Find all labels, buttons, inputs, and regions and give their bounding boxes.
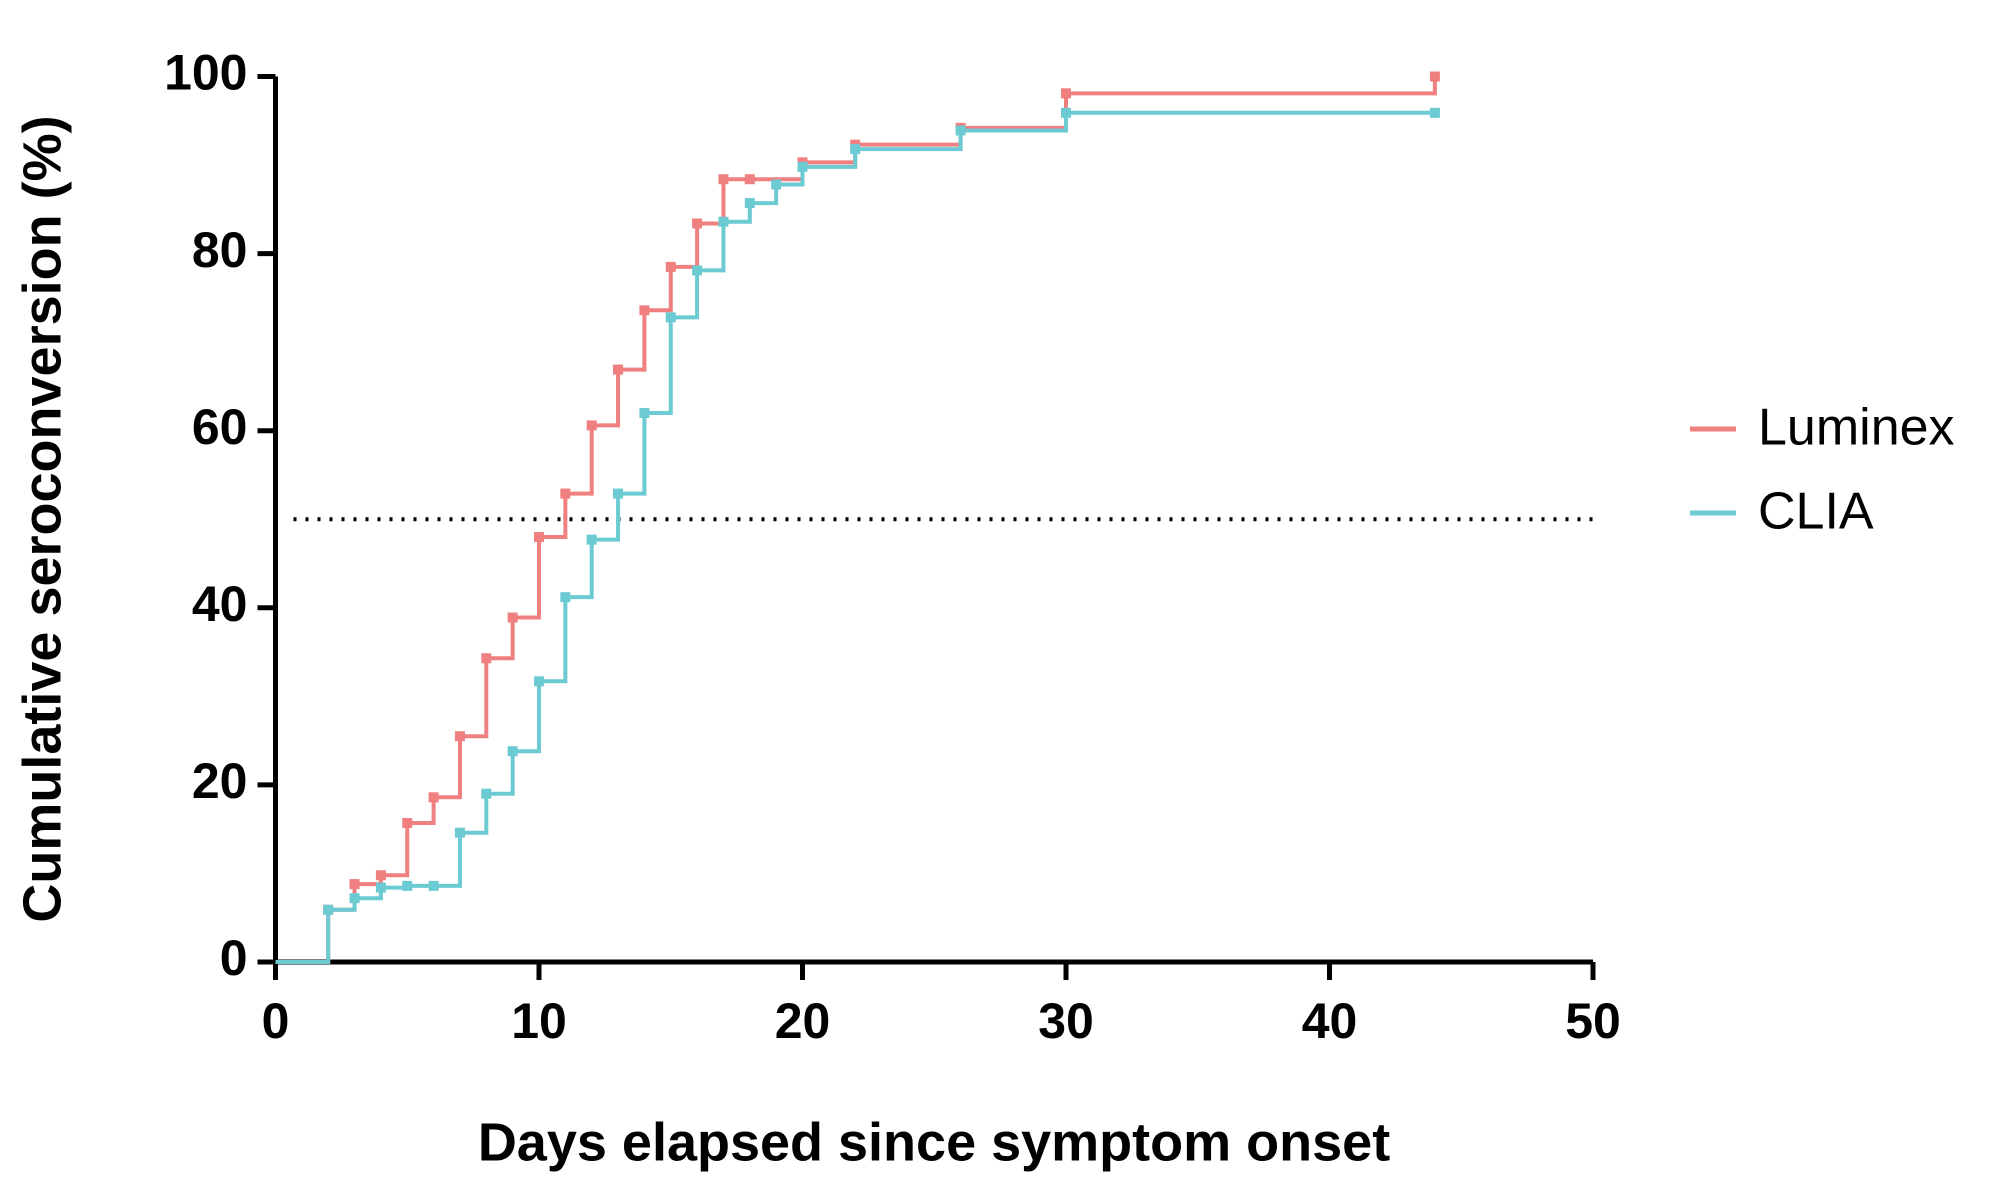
x-tick-label: 20: [775, 993, 831, 1049]
point-marker: [481, 788, 492, 799]
point-marker: [1429, 107, 1440, 118]
point-marker: [771, 179, 782, 190]
point-marker: [639, 305, 650, 316]
point-marker: [349, 879, 360, 890]
point-marker: [718, 216, 729, 227]
point-marker: [850, 144, 861, 155]
y-tick-label: 80: [192, 222, 248, 278]
point-marker: [428, 792, 439, 803]
point-marker: [665, 312, 676, 323]
point-marker: [955, 125, 966, 136]
point-marker: [402, 817, 413, 828]
point-marker: [323, 904, 334, 915]
point-marker: [692, 218, 703, 229]
y-tick-label: 20: [192, 753, 248, 809]
y-axis-label: Cumulative seroconversion (%): [12, 115, 72, 922]
point-marker: [428, 880, 439, 891]
point-marker: [454, 827, 465, 838]
point-marker: [349, 893, 360, 904]
point-marker: [665, 261, 676, 272]
x-tick-label: 10: [511, 993, 567, 1049]
x-axis-label: Days elapsed since symptom onset: [478, 1112, 1390, 1172]
point-marker: [586, 534, 597, 545]
point-marker: [744, 198, 755, 209]
point-marker: [692, 265, 703, 276]
point-marker: [1429, 71, 1440, 82]
point-marker: [797, 161, 808, 172]
y-tick-label: 0: [220, 930, 248, 986]
legend-label: CLIA: [1758, 483, 1874, 541]
point-marker: [560, 592, 571, 603]
point-marker: [1061, 107, 1071, 118]
x-tick-label: 30: [1038, 993, 1094, 1049]
point-marker: [586, 420, 597, 431]
point-marker: [481, 653, 492, 664]
point-marker: [402, 880, 413, 891]
point-marker: [375, 882, 386, 893]
point-marker: [507, 746, 518, 757]
y-tick-label: 40: [192, 576, 248, 632]
step-line: [275, 76, 1437, 964]
point-marker: [718, 174, 729, 185]
point-marker: [613, 488, 624, 499]
point-marker: [1061, 88, 1071, 99]
y-tick-label: 60: [192, 399, 248, 455]
point-marker: [560, 488, 571, 499]
y-tick-label: 100: [164, 45, 247, 101]
point-marker: [613, 364, 624, 375]
point-marker: [454, 731, 465, 742]
point-marker: [534, 531, 544, 542]
x-tick-label: 0: [262, 993, 290, 1049]
point-marker: [375, 870, 386, 881]
x-tick-label: 40: [1302, 993, 1358, 1049]
point-marker: [639, 407, 650, 418]
point-marker: [507, 612, 518, 623]
point-marker: [744, 174, 755, 185]
x-tick-label: 50: [1565, 993, 1621, 1049]
step-line: [275, 110, 1435, 964]
point-marker: [534, 676, 544, 687]
legend-label: Luminex: [1758, 399, 1955, 457]
